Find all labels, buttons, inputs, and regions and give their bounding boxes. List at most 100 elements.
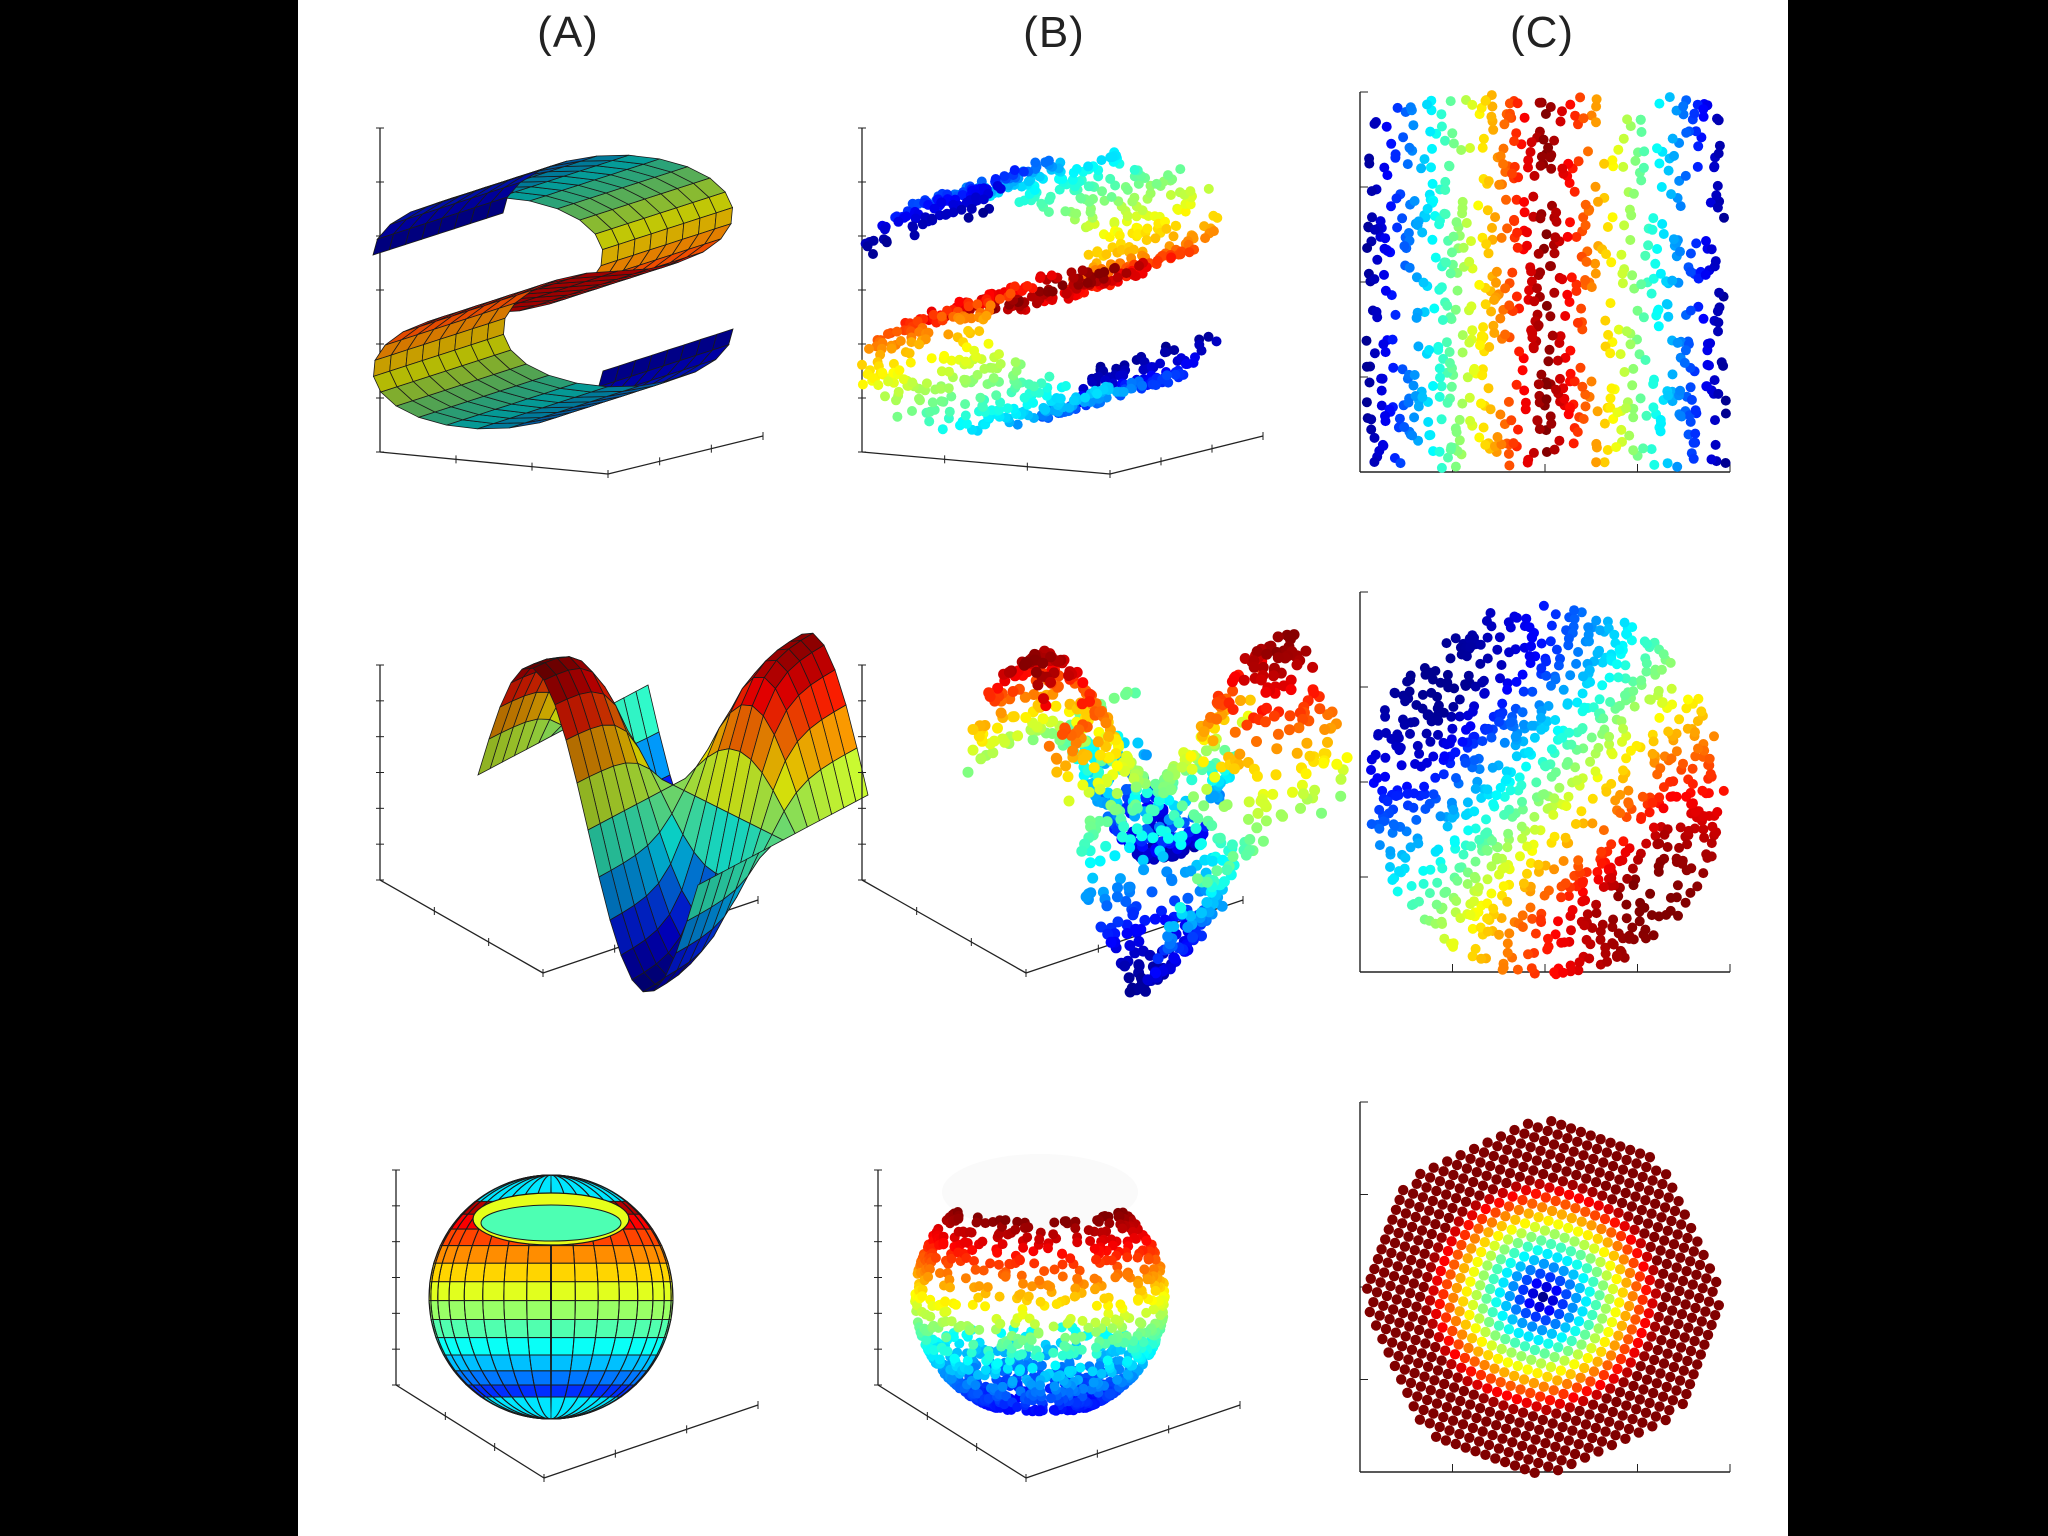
panel-b1-point bbox=[974, 326, 985, 337]
panel-c1-point bbox=[1422, 203, 1433, 214]
panel-c2-point bbox=[1389, 687, 1400, 698]
panel-c2-point bbox=[1596, 846, 1607, 857]
panel-c2-point bbox=[1491, 790, 1502, 801]
panel-c1-point bbox=[1648, 402, 1659, 413]
panel-c2-point bbox=[1469, 896, 1479, 907]
panel-b1-point bbox=[1203, 331, 1214, 342]
panel-c1-point bbox=[1468, 365, 1479, 376]
panel-c1-point bbox=[1606, 257, 1617, 268]
panel-c2-point bbox=[1518, 878, 1529, 889]
panel-c2-point bbox=[1594, 645, 1605, 656]
panel-c2-point bbox=[1526, 632, 1537, 642]
panel-c2-point bbox=[1511, 676, 1522, 687]
panel-c2-point bbox=[1396, 760, 1407, 771]
panel-c1-point bbox=[1626, 210, 1637, 221]
panel-c1-point bbox=[1685, 266, 1696, 277]
panel-c1-point bbox=[1628, 188, 1639, 199]
panel-b2-point bbox=[1131, 823, 1143, 835]
panel-c1-point bbox=[1612, 407, 1623, 418]
panel-c1-point bbox=[1483, 248, 1494, 259]
panel-c1-point bbox=[1718, 360, 1729, 371]
panel-b1-point bbox=[1109, 263, 1119, 274]
panel-b1-point bbox=[1212, 212, 1223, 223]
panel-c1-point bbox=[1591, 457, 1602, 468]
panel-b1-s-curve-points bbox=[857, 127, 1264, 478]
panel-c1-point bbox=[1636, 127, 1647, 137]
panel-c1-point bbox=[1541, 447, 1552, 457]
panel-b2-point bbox=[1132, 737, 1144, 749]
panel-c1-point bbox=[1546, 418, 1557, 429]
panel-b2-point bbox=[1032, 679, 1044, 691]
panel-b3-point bbox=[1092, 1215, 1103, 1226]
panel-c2-point bbox=[1476, 953, 1487, 964]
panel-c1-point bbox=[1447, 128, 1458, 139]
panel-c1-point bbox=[1655, 414, 1666, 425]
panel-c2-point bbox=[1593, 874, 1604, 885]
panel-c2-point bbox=[1372, 773, 1383, 784]
panel-c2-point bbox=[1497, 698, 1508, 709]
panel-b1-point bbox=[927, 215, 938, 226]
panel-c2-point bbox=[1641, 658, 1652, 669]
panel-b1-point bbox=[935, 383, 946, 394]
panel-c1-point bbox=[1407, 430, 1418, 441]
panel-b1-point bbox=[1083, 249, 1094, 260]
panel-a2-twin-peaks-surface bbox=[376, 632, 869, 993]
panel-c2-point bbox=[1492, 644, 1503, 655]
panel-c1-point bbox=[1627, 270, 1638, 281]
panel-c2-point bbox=[1611, 659, 1622, 670]
panel-b1-point bbox=[1122, 211, 1133, 221]
panel-c2-point bbox=[1621, 628, 1632, 639]
panel-c2-point bbox=[1451, 896, 1462, 906]
panel-b3-point bbox=[925, 1311, 936, 1322]
panel-b2-point bbox=[1268, 670, 1279, 682]
panel-b2-point bbox=[1123, 881, 1135, 893]
panel-b2-point bbox=[1108, 692, 1120, 704]
panel-c1-point bbox=[1603, 329, 1614, 340]
panel-b1-point bbox=[864, 343, 874, 354]
panel-c2-point bbox=[1672, 880, 1683, 891]
panel-c2-point bbox=[1522, 868, 1532, 879]
panel-b1-point bbox=[1009, 165, 1020, 176]
panel-b1-point bbox=[1208, 226, 1219, 237]
panel-b2-point bbox=[1176, 830, 1188, 842]
panel-b1-point bbox=[1022, 281, 1033, 291]
panel-c1-point bbox=[1688, 437, 1699, 448]
panel-b1-point bbox=[1151, 178, 1162, 189]
panel-c1-point bbox=[1675, 385, 1686, 396]
panel-c1-point bbox=[1667, 369, 1678, 380]
panel-c2-point bbox=[1536, 663, 1547, 674]
panel-b2-point bbox=[1318, 757, 1329, 769]
panel-c2-point bbox=[1512, 964, 1523, 975]
panel-c1-point bbox=[1444, 347, 1455, 357]
panel-c2-point bbox=[1400, 696, 1411, 707]
panel-c1-point bbox=[1522, 457, 1533, 468]
panel-c2-point bbox=[1436, 916, 1447, 927]
panel-b2-twin-peaks-points bbox=[858, 629, 1353, 998]
panel-c2-point bbox=[1582, 909, 1593, 920]
panel-c2-point bbox=[1448, 938, 1459, 949]
panel-c1-point bbox=[1698, 104, 1709, 115]
panel-c1-point bbox=[1605, 393, 1616, 404]
panel-c2-point bbox=[1373, 729, 1384, 739]
panel-b1-point bbox=[1185, 186, 1196, 197]
panel-c1-point bbox=[1535, 160, 1546, 171]
panel-c1-point bbox=[1485, 404, 1496, 415]
panel-c2-point bbox=[1574, 957, 1585, 968]
panel-c1-point bbox=[1593, 196, 1603, 207]
panel-b2-point bbox=[1291, 659, 1303, 671]
panel-c2-point bbox=[1536, 712, 1546, 723]
panel-c2-point bbox=[1469, 871, 1480, 882]
panel-c2-point bbox=[1706, 838, 1717, 849]
panel-c2-point bbox=[1405, 728, 1415, 739]
panel-c2-point bbox=[1640, 924, 1651, 935]
panel-c1-point bbox=[1573, 156, 1584, 167]
panel-b2-point bbox=[1038, 693, 1049, 705]
panel-c1-point bbox=[1591, 101, 1602, 112]
panel-c1-point bbox=[1686, 394, 1697, 405]
panel-c2-point bbox=[1457, 736, 1468, 747]
figure-panel: (A) (B) (C) bbox=[298, 0, 1788, 1536]
panel-c2-point bbox=[1452, 875, 1463, 886]
panel-c2-point bbox=[1437, 863, 1448, 874]
panel-b2-point bbox=[1226, 839, 1238, 851]
panel-c2-point bbox=[1550, 715, 1561, 725]
